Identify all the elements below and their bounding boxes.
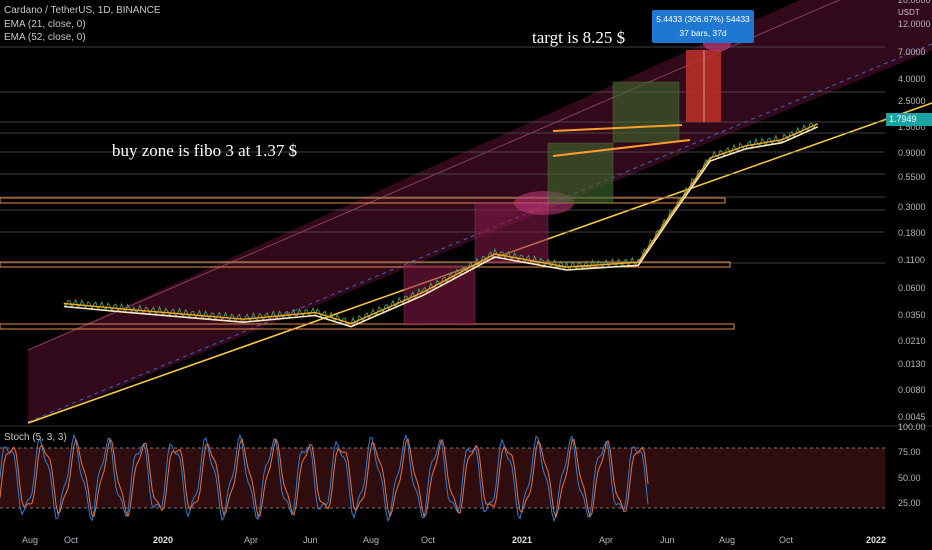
x-tick-label: Jun — [660, 535, 675, 545]
stoch-band — [0, 448, 885, 508]
zone-rect — [0, 261, 731, 268]
y-tick-label: 1.5000 — [898, 122, 926, 132]
wedge-lower-line — [552, 139, 691, 157]
x-tick-label: Oct — [64, 535, 79, 545]
stoch-tick-label: 75.00 — [898, 447, 921, 457]
ema52-legend: EMA (52, close, 0) — [4, 32, 86, 43]
zone-rect — [0, 323, 735, 330]
green-box — [612, 81, 680, 143]
x-tick-label: Oct — [421, 535, 436, 545]
measure-line2: 37 bars, 37d — [679, 28, 727, 38]
y-tick-label: 2.5000 — [898, 96, 926, 106]
currency-label: USDT — [898, 8, 920, 17]
y-tick-label: 20.0000 — [898, 0, 931, 5]
symbol-legend: Cardano / TetherUS, 1D, BINANCE — [4, 5, 161, 16]
stoch-tick-label: 50.00 — [898, 473, 921, 483]
stoch-d-line — [0, 437, 649, 519]
x-tick-label: Oct — [779, 535, 794, 545]
y-tick-label: 0.0210 — [898, 336, 926, 346]
y-tick-label: 0.0045 — [898, 412, 926, 422]
y-tick-label: 12.0000 — [898, 19, 931, 29]
x-tick-label: 2022 — [866, 535, 886, 545]
ema52-line — [63, 126, 819, 328]
y-tick-label: 0.1100 — [898, 255, 925, 265]
y-tick-label: 0.0600 — [898, 283, 926, 293]
measure-line1: 5.4433 (306.67%) 54433 — [656, 14, 750, 24]
red-box — [686, 50, 721, 122]
y-tick-label: 0.1800 — [898, 228, 926, 238]
buy-zone-annotation: buy zone is fibo 3 at 1.37 $ — [112, 141, 298, 160]
stoch-legend: Stoch (5, 3, 3) — [4, 432, 67, 443]
wedge-upper-line — [552, 124, 683, 132]
y-tick-label: 0.3000 — [898, 202, 926, 212]
x-tick-label: Aug — [22, 535, 38, 545]
measure-tooltip: 5.4433 (306.67%) 54433 37 bars, 37d — [652, 10, 754, 43]
ema21-legend: EMA (21, close, 0) — [4, 19, 86, 30]
x-tick-label: Apr — [244, 535, 258, 545]
y-tick-label: 0.5500 — [898, 172, 926, 182]
x-tick-label: Apr — [599, 535, 613, 545]
x-tick-label: Aug — [719, 535, 735, 545]
y-tick-label: 0.0080 — [898, 385, 926, 395]
stoch-tick-label: 25.00 — [898, 498, 921, 508]
current-price-tag: 1.7949 — [886, 113, 932, 126]
y-tick-label: 7.0000 — [898, 47, 926, 57]
target-annotation: targt is 8.25 $ — [532, 28, 626, 47]
y-tick-label: 0.0130 — [898, 359, 926, 369]
x-tick-label: 2021 — [512, 535, 532, 545]
x-tick-label: 2020 — [153, 535, 173, 545]
ema21-line — [63, 123, 819, 325]
x-tick-label: Aug — [363, 535, 379, 545]
y-tick-label: 0.0350 — [898, 310, 926, 320]
x-tick-label: Jun — [303, 535, 318, 545]
y-tick-label: 4.0000 — [898, 74, 926, 84]
y-tick-label: 0.9000 — [898, 148, 926, 158]
channel-upper-line — [27, 0, 841, 351]
stoch-tick-label: 100.00 — [898, 422, 926, 432]
zone-rect — [0, 197, 726, 204]
